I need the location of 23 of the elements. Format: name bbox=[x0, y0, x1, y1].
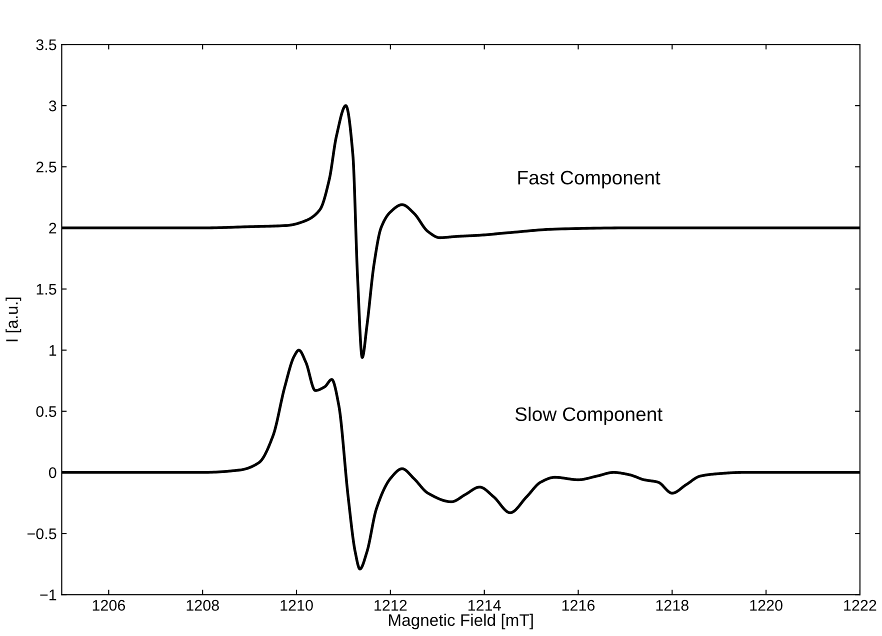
annotation: Slow Component bbox=[515, 406, 662, 425]
y-tick-label: 2.5 bbox=[36, 162, 56, 172]
x-tick-label: 1220 bbox=[750, 600, 782, 611]
y-tick-label: 0.5 bbox=[36, 406, 56, 417]
y-tick-label: 2 bbox=[49, 222, 56, 234]
annotation: Fast Component bbox=[518, 170, 660, 188]
y-tick-label: 3.5 bbox=[36, 39, 56, 50]
y-tick-label: −1 bbox=[40, 590, 56, 600]
x-tick-label: 1206 bbox=[92, 600, 126, 611]
y-tick-label: 0 bbox=[48, 467, 56, 478]
x-tick-label: 1214 bbox=[468, 600, 501, 611]
y-axis-title: I [a.u.] bbox=[6, 298, 22, 342]
x-tick-label: 1210 bbox=[280, 600, 313, 611]
x-tick-label: 1222 bbox=[844, 600, 876, 611]
y-tick-label: 1 bbox=[50, 345, 56, 356]
x-tick-label: 1218 bbox=[656, 600, 688, 611]
y-tick-label: 3 bbox=[48, 100, 56, 112]
x-tick-label: 1208 bbox=[186, 600, 219, 611]
x-tick-label: 1216 bbox=[562, 600, 595, 611]
x-axis-title: Magnetic Field [mT] bbox=[389, 614, 533, 630]
y-tick-label: 1.5 bbox=[36, 284, 56, 295]
y-tick-label: −0.5 bbox=[27, 528, 56, 540]
x-tick-label: 1212 bbox=[374, 600, 407, 611]
